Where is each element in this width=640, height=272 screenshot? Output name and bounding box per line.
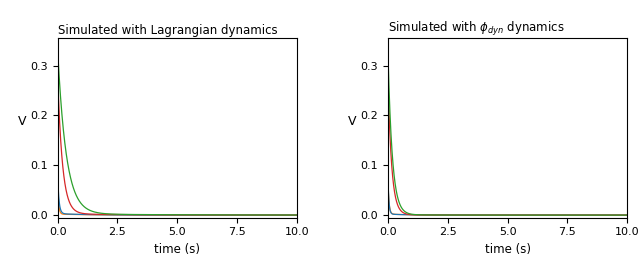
Y-axis label: V: V — [348, 115, 356, 128]
X-axis label: time (s): time (s) — [484, 243, 531, 256]
X-axis label: time (s): time (s) — [154, 243, 200, 256]
Y-axis label: V: V — [17, 115, 26, 128]
Text: Simulated with $\phi_{dyn}$ dynamics: Simulated with $\phi_{dyn}$ dynamics — [388, 20, 564, 38]
Text: Simulated with Lagrangian dynamics: Simulated with Lagrangian dynamics — [58, 24, 277, 37]
